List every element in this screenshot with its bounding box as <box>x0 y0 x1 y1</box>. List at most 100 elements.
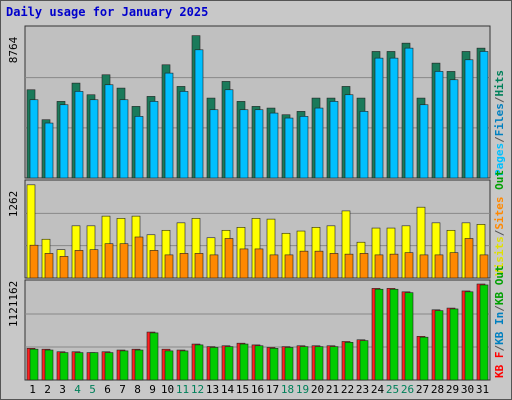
bar-visits-sites-sites-26 <box>404 252 414 279</box>
bar-kbytes-kb-out-31 <box>479 284 489 381</box>
legend-entry-hits-files-pages-4: Hits <box>493 70 506 97</box>
bar-visits-sites-sites-16 <box>254 248 264 279</box>
bar-kbytes-kb-out-14 <box>224 346 234 381</box>
bar-visits-sites-sites-21 <box>329 253 339 279</box>
bar-visits-sites-sites-10 <box>164 254 174 279</box>
bar-hits-files-pages-files-15 <box>239 109 249 179</box>
x-tick-label-4: 4 <box>74 383 81 396</box>
bar-hits-files-pages-files-12 <box>194 49 204 179</box>
bar-hits-files-pages-files-16 <box>254 109 264 179</box>
x-tick-label-15: 15 <box>236 383 249 396</box>
legend-entry-visits-sites-2: Sites <box>493 197 506 230</box>
bar-hits-files-pages-files-5 <box>89 99 99 179</box>
x-tick-label-3: 3 <box>59 383 66 396</box>
x-tick-label-26: 26 <box>401 383 414 396</box>
max-label-hits-files-pages: 8764 <box>7 36 20 63</box>
bar-visits-sites-sites-13 <box>209 254 219 279</box>
legend-entry-hits-files-pages-0: Pages <box>493 143 506 176</box>
bar-kbytes-kb-out-25 <box>389 288 399 381</box>
bar-hits-files-pages-files-25 <box>389 57 399 179</box>
bar-kbytes-kb-out-22 <box>344 342 354 381</box>
bar-hits-files-pages-files-27 <box>419 104 429 179</box>
bar-kbytes-kb-out-11 <box>179 350 189 381</box>
bar-kbytes-kb-out-16 <box>254 345 264 381</box>
bar-visits-sites-sites-22 <box>344 253 354 279</box>
legend-hits-files-pages: Pages/Files/Hits <box>493 70 506 176</box>
legend-entry-kbytes-2: KB In <box>493 312 506 345</box>
x-tick-label-27: 27 <box>416 383 429 396</box>
bar-kbytes-kb-out-8 <box>134 349 144 381</box>
bar-visits-sites-sites-25 <box>389 253 399 279</box>
bar-kbytes-kb-out-24 <box>374 288 384 381</box>
x-tick-label-29: 29 <box>446 383 459 396</box>
bar-visits-sites-sites-8 <box>134 236 144 279</box>
bar-visits-sites-sites-27 <box>419 254 429 279</box>
x-tick-label-9: 9 <box>149 383 156 396</box>
x-tick-label-6: 6 <box>104 383 111 396</box>
legend-entry-kbytes-3: / <box>493 305 506 312</box>
x-tick-label-14: 14 <box>221 383 235 396</box>
bar-kbytes-kb-out-19 <box>299 346 309 381</box>
bar-kbytes-kb-out-12 <box>194 344 204 381</box>
bar-hits-files-pages-files-30 <box>464 59 474 179</box>
bar-hits-files-pages-files-9 <box>149 101 159 179</box>
bar-kbytes-kb-out-18 <box>284 347 294 381</box>
bar-visits-sites-sites-11 <box>179 253 189 279</box>
bar-visits-sites-sites-19 <box>299 250 309 279</box>
bar-hits-files-pages-files-1 <box>29 99 39 179</box>
x-tick-label-5: 5 <box>89 383 96 396</box>
bar-visits-sites-sites-9 <box>149 250 159 279</box>
bar-hits-files-pages-files-26 <box>404 47 414 179</box>
bar-hits-files-pages-files-22 <box>344 94 354 179</box>
bar-kbytes-kb-out-30 <box>464 291 474 381</box>
x-tick-label-19: 19 <box>296 383 309 396</box>
x-tick-label-10: 10 <box>161 383 174 396</box>
bar-hits-files-pages-files-2 <box>44 122 54 179</box>
bar-hits-files-pages-files-7 <box>119 99 129 179</box>
legend-entry-kbytes-1: / <box>493 345 506 352</box>
x-tick-label-2: 2 <box>44 383 51 396</box>
x-tick-label-22: 22 <box>341 383 354 396</box>
bar-kbytes-kb-out-9 <box>149 332 159 381</box>
bar-kbytes-kb-out-27 <box>419 336 429 381</box>
bar-hits-files-pages-files-8 <box>134 116 144 179</box>
bar-visits-sites-sites-6 <box>104 243 114 279</box>
bar-visits-sites-sites-2 <box>44 253 54 279</box>
bar-kbytes-kb-out-23 <box>359 340 369 381</box>
x-tick-label-12: 12 <box>191 383 204 396</box>
bar-visits-sites-sites-14 <box>224 238 234 279</box>
x-tick-label-31: 31 <box>476 383 489 396</box>
legend-entry-hits-files-pages-2: Files <box>493 103 506 136</box>
x-tick-label-28: 28 <box>431 383 444 396</box>
bar-hits-files-pages-files-10 <box>164 72 174 179</box>
bar-visits-sites-sites-3 <box>59 256 69 279</box>
bar-hits-files-pages-files-13 <box>209 109 219 179</box>
x-tick-label-17: 17 <box>266 383 279 396</box>
x-tick-label-25: 25 <box>386 383 399 396</box>
bar-visits-sites-sites-4 <box>74 250 84 279</box>
bar-kbytes-kb-out-2 <box>44 349 54 381</box>
bar-visits-sites-sites-20 <box>314 250 324 279</box>
legend-entry-hits-files-pages-1: / <box>493 136 506 143</box>
bar-visits-sites-sites-30 <box>464 238 474 279</box>
bar-visits-sites-sites-28 <box>434 254 444 279</box>
bar-visits-sites-sites-15 <box>239 248 249 279</box>
x-tick-label-11: 11 <box>176 383 189 396</box>
bar-kbytes-kb-out-28 <box>434 310 444 381</box>
bar-hits-files-pages-files-19 <box>299 116 309 179</box>
bar-visits-sites-sites-1 <box>29 244 39 279</box>
bar-hits-files-pages-files-24 <box>374 57 384 179</box>
bar-kbytes-kb-out-15 <box>239 343 249 381</box>
bar-visits-sites-sites-23 <box>359 253 369 279</box>
bar-kbytes-kb-out-7 <box>119 350 129 381</box>
x-tick-label-1: 1 <box>29 383 36 396</box>
legend-entry-hits-files-pages-3: / <box>493 96 506 103</box>
bar-visits-sites-sites-12 <box>194 253 204 279</box>
bar-hits-files-pages-files-31 <box>479 51 489 179</box>
x-tick-label-21: 21 <box>326 383 339 396</box>
legend-kbytes: KB F/KB In/KB Out <box>493 265 506 378</box>
x-tick-label-20: 20 <box>311 383 324 396</box>
bar-hits-files-pages-files-20 <box>314 107 324 179</box>
bar-hits-files-pages-files-6 <box>104 84 114 179</box>
bar-kbytes-kb-out-21 <box>329 346 339 381</box>
